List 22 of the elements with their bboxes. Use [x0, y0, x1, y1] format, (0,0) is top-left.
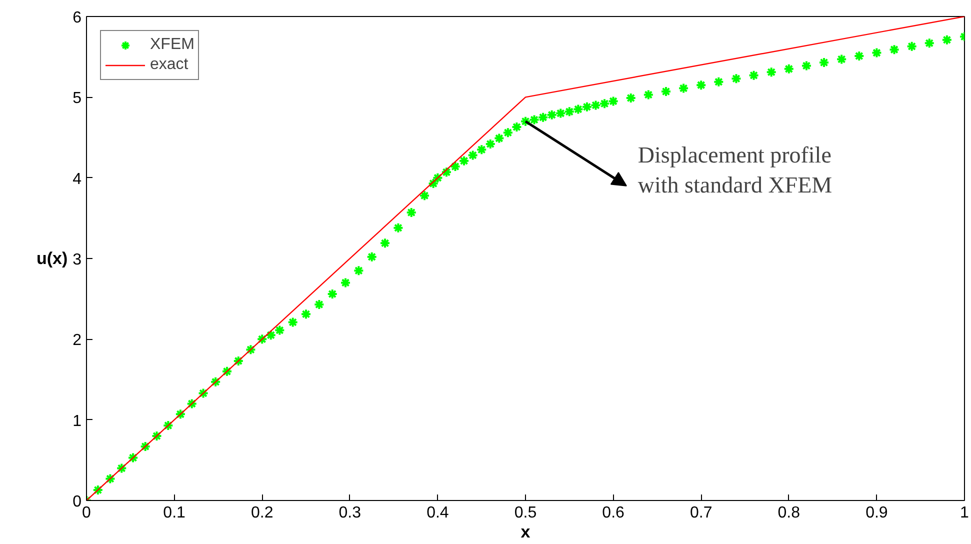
- y-tick-label: 0: [72, 494, 82, 510]
- x-tick-label: 0.7: [690, 504, 712, 522]
- x-tick-label: 0.1: [163, 504, 186, 522]
- y-tick-label: 1: [72, 412, 82, 430]
- legend-label: exact: [150, 56, 188, 74]
- legend-label: XFEM: [150, 36, 194, 54]
- y-axis-title: u(x): [36, 249, 68, 268]
- y-tick-label: 5: [72, 90, 82, 108]
- x-tick-label: 0.8: [778, 504, 800, 522]
- x-tick-label: 0.5: [514, 504, 537, 522]
- y-tick-label: 2: [72, 332, 82, 350]
- x-tick-label: 1: [960, 504, 970, 522]
- x-tick-label: 0.3: [338, 504, 362, 522]
- x-tick-label: 0.6: [602, 504, 625, 522]
- x-tick-label: 0.9: [866, 504, 888, 522]
- x-tick-label: 0.4: [426, 504, 449, 522]
- y-tick-label: 6: [72, 10, 82, 26]
- y-tick-label: 3: [72, 252, 82, 268]
- y-tick-label: 4: [72, 170, 82, 188]
- annotation: Displacement profile with standard XFEM: [638, 142, 832, 198]
- x-axis-title: x: [520, 522, 531, 542]
- x-tick-label: 0.2: [250, 504, 274, 522]
